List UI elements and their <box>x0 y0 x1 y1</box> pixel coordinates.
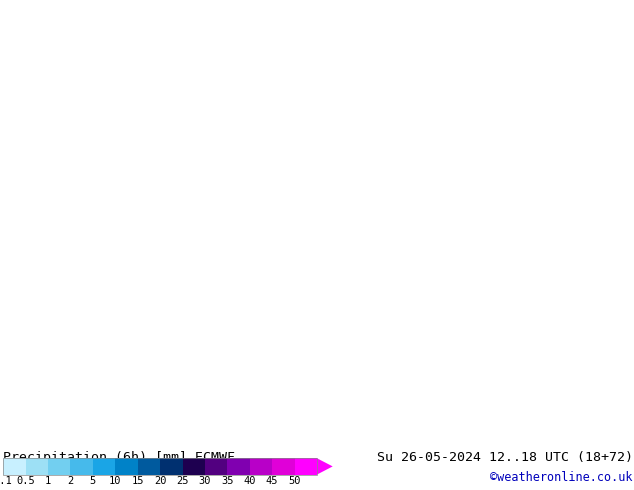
Text: 1: 1 <box>45 476 51 486</box>
Bar <box>115 458 138 474</box>
Bar <box>295 458 317 474</box>
Bar <box>160 458 183 474</box>
Text: 45: 45 <box>266 476 278 486</box>
Bar <box>70 458 93 474</box>
Text: Precipitation (6h) [mm] ECMWF: Precipitation (6h) [mm] ECMWF <box>3 451 235 464</box>
Text: 50: 50 <box>288 476 301 486</box>
Text: 5: 5 <box>89 476 96 486</box>
Text: 35: 35 <box>221 476 233 486</box>
Text: 2: 2 <box>67 476 74 486</box>
Bar <box>250 458 272 474</box>
Bar <box>205 458 228 474</box>
Text: ©weatheronline.co.uk: ©weatheronline.co.uk <box>490 471 633 484</box>
Bar <box>25 458 48 474</box>
Polygon shape <box>317 458 333 474</box>
Text: 0.5: 0.5 <box>16 476 35 486</box>
Text: 30: 30 <box>198 476 211 486</box>
Bar <box>48 458 70 474</box>
Bar <box>272 458 295 474</box>
Text: 15: 15 <box>131 476 144 486</box>
Bar <box>3 458 25 474</box>
Bar <box>93 458 115 474</box>
Bar <box>183 458 205 474</box>
Text: 10: 10 <box>109 476 122 486</box>
Bar <box>138 458 160 474</box>
Bar <box>3 458 317 474</box>
Text: 20: 20 <box>154 476 166 486</box>
Text: Su 26-05-2024 12..18 UTC (18+72): Su 26-05-2024 12..18 UTC (18+72) <box>377 451 633 464</box>
Bar <box>228 458 250 474</box>
Text: 40: 40 <box>243 476 256 486</box>
Text: 25: 25 <box>176 476 189 486</box>
Text: 0.1: 0.1 <box>0 476 13 486</box>
